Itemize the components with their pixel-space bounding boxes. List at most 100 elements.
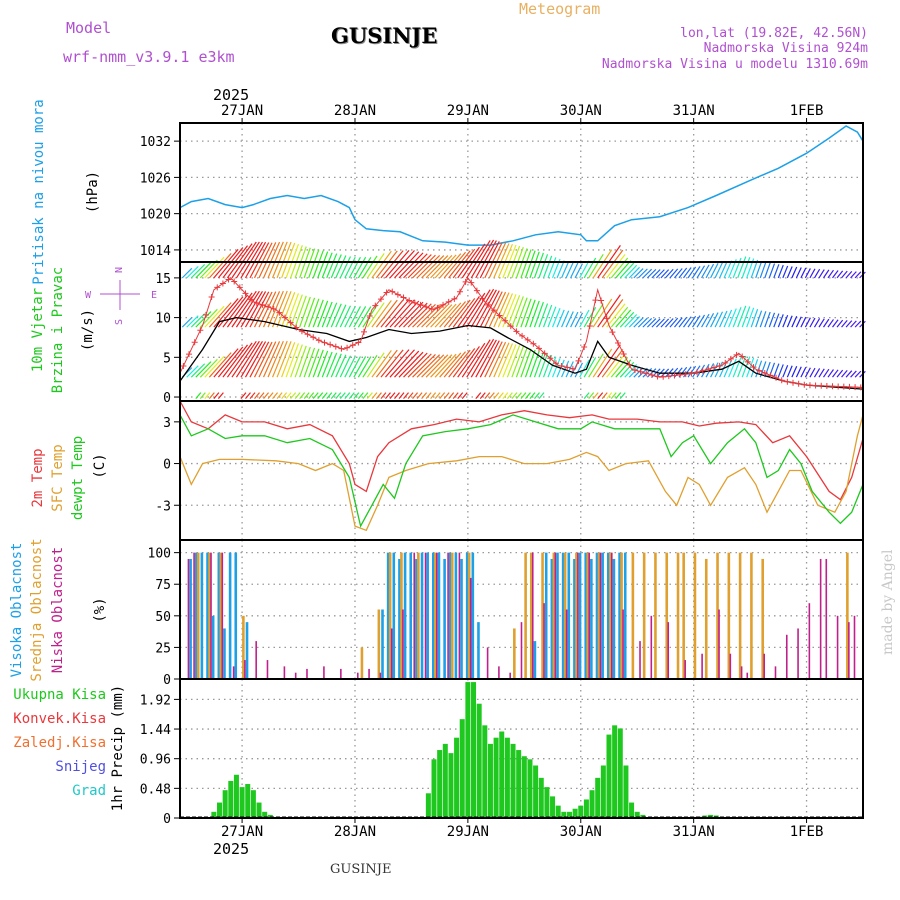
cloud-bar xyxy=(740,666,743,679)
precip-bar xyxy=(640,814,646,818)
wind-arrow xyxy=(231,340,257,378)
precip-bar xyxy=(448,753,454,818)
wind-arrow xyxy=(588,353,604,378)
wind-arrow xyxy=(294,392,301,400)
wind-arrow xyxy=(570,262,579,279)
wind-arrow xyxy=(705,313,715,328)
wind-arrow xyxy=(403,352,428,378)
wind-arrow xyxy=(664,268,674,279)
wind-arrow xyxy=(818,318,825,328)
wind-arrow xyxy=(285,392,292,400)
cloud-bar xyxy=(750,552,753,679)
wind-arrow xyxy=(592,348,613,378)
wind-arrow xyxy=(687,266,697,279)
cloud-bar xyxy=(746,672,749,679)
wind-arrow xyxy=(529,251,540,279)
wind-arrow xyxy=(353,356,367,378)
wind-arrow xyxy=(674,268,683,279)
wind-arrow xyxy=(701,313,710,328)
wind-arrow xyxy=(371,350,392,378)
gust-marker xyxy=(366,313,373,320)
gust-marker xyxy=(558,363,565,370)
cloud-bar xyxy=(360,647,364,679)
gust-marker xyxy=(699,367,706,374)
wind-arrow xyxy=(470,288,495,328)
gust-marker xyxy=(643,370,650,377)
gust-marker xyxy=(790,379,797,386)
cloud-bar xyxy=(388,552,392,679)
pressure-unit-label: (hPa) xyxy=(85,171,101,213)
wind-arrow xyxy=(303,248,316,279)
cloud-bar xyxy=(379,672,382,679)
precip-bar xyxy=(499,731,505,818)
wind-arrow xyxy=(412,254,436,279)
wind-arrow xyxy=(199,259,218,279)
wind-arrow xyxy=(610,306,629,328)
cloud-bar xyxy=(588,552,591,679)
wind-arrow xyxy=(330,303,342,328)
wind-arrow xyxy=(529,300,540,328)
wind-arrow xyxy=(515,297,528,328)
wind-arrow xyxy=(421,392,428,400)
wind-arrow xyxy=(723,309,733,328)
wind-arrow xyxy=(380,250,404,279)
wind-arrow xyxy=(606,392,613,400)
x-tick-label-top: 30JAN xyxy=(560,103,602,119)
wind-arrow xyxy=(646,318,657,328)
gust-marker xyxy=(462,278,469,285)
wind-arrow xyxy=(375,299,398,328)
precip-bar xyxy=(504,737,510,818)
wind-arrow xyxy=(362,392,369,400)
wind-arrow xyxy=(714,262,724,279)
wind-arrow xyxy=(524,349,536,378)
wind-arrow xyxy=(448,250,471,279)
cloud-bar xyxy=(255,641,257,679)
wind-arrow xyxy=(561,310,570,328)
gust-marker xyxy=(705,366,712,373)
wind-arrow xyxy=(800,316,807,328)
y-tick-label: 1032 xyxy=(140,135,171,150)
precip-bar xyxy=(442,743,448,818)
precip-bar xyxy=(550,796,556,818)
gust-marker xyxy=(761,370,768,377)
wind-arrow xyxy=(714,311,724,328)
cloud-bar xyxy=(245,622,249,679)
wind-arrow xyxy=(773,313,780,328)
gust-marker xyxy=(586,322,593,329)
precip-bar xyxy=(476,703,482,818)
wind-arrow xyxy=(705,263,715,279)
wind-arrow xyxy=(624,264,638,279)
y-tick-label: 1020 xyxy=(140,208,171,223)
gust-marker xyxy=(327,341,334,348)
wind-arrow xyxy=(190,313,206,328)
gust-marker xyxy=(812,382,819,389)
precip-bar xyxy=(256,802,262,818)
wind-arrow xyxy=(479,340,500,378)
wind-arrow xyxy=(461,342,486,378)
wind-arrow xyxy=(335,354,347,378)
precip-bar xyxy=(617,728,623,818)
cloud-unit-label: (%) xyxy=(92,597,108,622)
wind-arrow xyxy=(579,309,590,328)
wind-arrow xyxy=(357,356,372,378)
cloud-bar xyxy=(665,552,669,679)
wind-arrow xyxy=(403,392,409,400)
precip-bar xyxy=(431,759,437,818)
y-tick-label: 50 xyxy=(155,610,171,625)
wind-arrow xyxy=(195,361,212,378)
wind-arrow xyxy=(339,305,352,328)
wind-arrow xyxy=(412,353,436,378)
wind-arrow xyxy=(488,291,507,328)
wind-arrow xyxy=(583,392,590,400)
wind-arrow xyxy=(204,305,225,328)
precip-bar xyxy=(600,765,606,818)
cloud-bar xyxy=(846,552,849,679)
wind-arrow xyxy=(520,392,527,400)
wind-arrow xyxy=(303,392,310,400)
gust-marker xyxy=(304,331,311,338)
cloud-bar xyxy=(417,552,420,679)
gust-marker xyxy=(846,383,853,390)
cloud-bar xyxy=(610,552,613,679)
wind-arrow xyxy=(443,301,466,328)
wind-arrow xyxy=(452,348,476,378)
